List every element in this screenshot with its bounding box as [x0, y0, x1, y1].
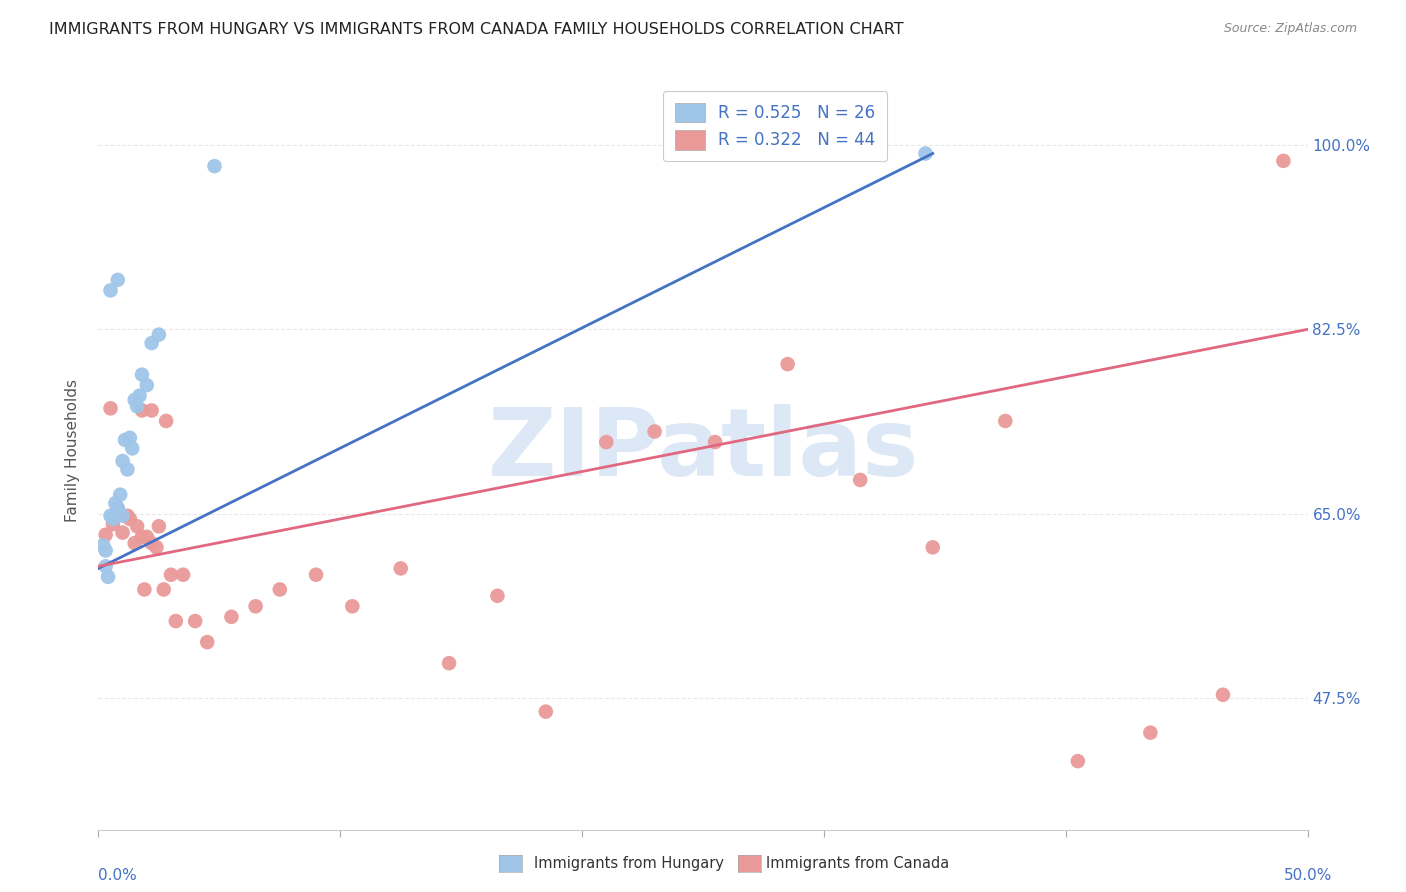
Point [135, 530, 157, 544]
Point [437, 656, 460, 670]
Point [101, 517, 124, 532]
Point [148, 519, 170, 533]
Text: Immigrants from Canada: Immigrants from Canada [766, 856, 949, 871]
Point [118, 512, 141, 526]
Point [389, 561, 412, 575]
Point [127, 399, 149, 413]
Point [135, 378, 157, 392]
Point [107, 501, 129, 516]
Point [114, 433, 136, 447]
Point [111, 508, 134, 523]
Point [124, 392, 146, 407]
Point [776, 357, 799, 371]
Point [131, 368, 153, 382]
Point [134, 582, 156, 597]
Point [121, 442, 143, 456]
Point [1212, 688, 1234, 702]
Point [994, 414, 1017, 428]
Point [128, 389, 150, 403]
Point [1139, 725, 1161, 739]
Point [94, 543, 117, 558]
Text: Immigrants from Hungary: Immigrants from Hungary [534, 856, 724, 871]
Point [269, 582, 291, 597]
Point [1067, 754, 1090, 768]
Point [107, 273, 129, 287]
Point [165, 614, 187, 628]
Text: IMMIGRANTS FROM HUNGARY VS IMMIGRANTS FROM CANADA FAMILY HOUSEHOLDS CORRELATION : IMMIGRANTS FROM HUNGARY VS IMMIGRANTS FR… [49, 22, 904, 37]
Point [131, 403, 153, 417]
Point [91, 538, 114, 552]
Point [117, 462, 139, 476]
Point [152, 582, 174, 597]
Point [141, 336, 163, 351]
Point [145, 541, 167, 555]
Point [160, 567, 183, 582]
Point [221, 610, 243, 624]
Point [118, 431, 141, 445]
Point [127, 519, 149, 533]
Text: ZIPatlas: ZIPatlas [488, 404, 918, 497]
Point [108, 488, 131, 502]
Point [245, 599, 267, 614]
Point [644, 425, 666, 439]
Point [172, 567, 194, 582]
Point [141, 536, 163, 550]
Point [342, 599, 364, 614]
Point [104, 496, 127, 510]
Point [148, 327, 170, 342]
Point [534, 705, 557, 719]
Text: Source: ZipAtlas.com: Source: ZipAtlas.com [1223, 22, 1357, 36]
Point [94, 527, 117, 541]
Point [141, 403, 163, 417]
Point [486, 589, 509, 603]
Point [849, 473, 872, 487]
Point [100, 284, 122, 298]
Point [107, 501, 129, 516]
Text: 50.0%: 50.0% [1284, 869, 1331, 883]
Point [195, 635, 218, 649]
Point [155, 414, 177, 428]
Point [595, 435, 617, 450]
Point [921, 541, 943, 555]
Point [184, 614, 207, 628]
Point [704, 435, 727, 450]
Point [101, 512, 124, 526]
Point [117, 508, 139, 523]
Point [94, 559, 117, 574]
Point [131, 530, 153, 544]
Point [305, 567, 328, 582]
Point [1272, 153, 1295, 168]
Point [914, 146, 936, 161]
Point [97, 570, 120, 584]
Point [124, 536, 146, 550]
Point [100, 401, 122, 416]
Legend: R = 0.525   N = 26, R = 0.322   N = 44: R = 0.525 N = 26, R = 0.322 N = 44 [664, 91, 887, 161]
Text: 0.0%: 0.0% [98, 869, 138, 883]
Point [111, 454, 134, 468]
Point [204, 159, 226, 173]
Y-axis label: Family Households: Family Households [65, 379, 80, 522]
Point [100, 508, 122, 523]
Point [111, 525, 134, 540]
